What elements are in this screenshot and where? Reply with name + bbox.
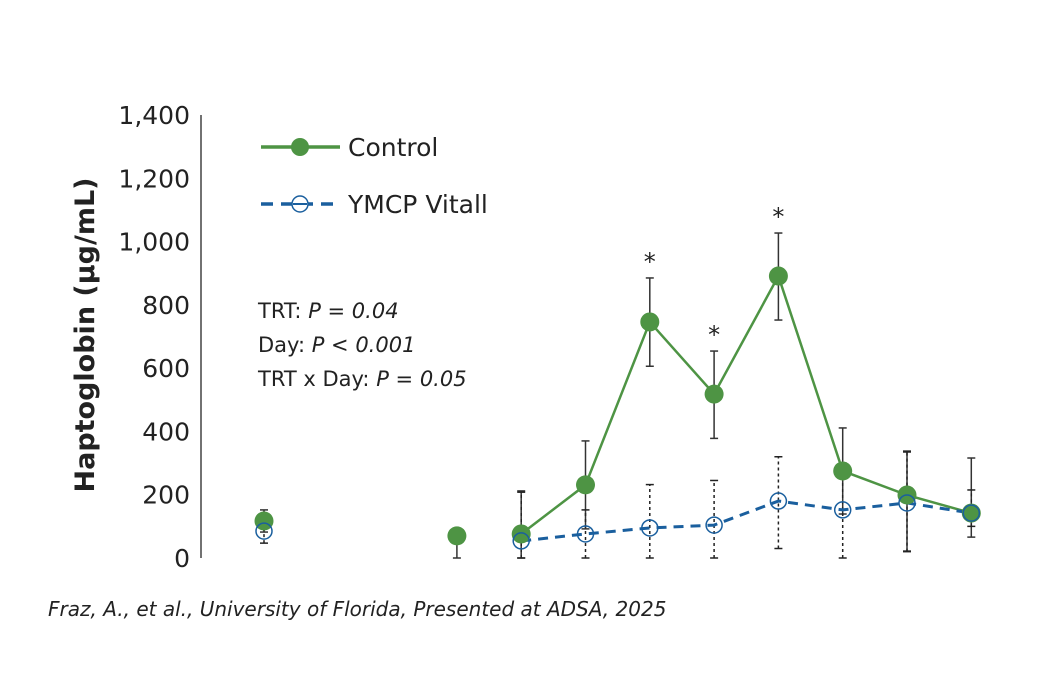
legend-control-marker — [291, 138, 309, 156]
stat-value: P = 0.04 — [308, 299, 398, 323]
significance-marker: * — [644, 248, 656, 276]
significance-marker: * — [708, 321, 720, 349]
source-citation: Fraz, A., et al., University of Florida,… — [48, 597, 666, 621]
ymcp-data-point — [641, 519, 659, 537]
ymcp-data-point — [833, 501, 852, 519]
y-tick-label: 0 — [174, 544, 190, 573]
stat-label: TRT x Day: — [257, 367, 370, 391]
ymcp-data-point — [255, 522, 273, 540]
control-data-point — [640, 312, 660, 332]
stat-value: P = 0.05 — [376, 367, 466, 391]
y-axis-label: Haptoglobin (µg/mL) — [70, 177, 101, 492]
control-data-point — [511, 524, 531, 544]
ymcp-data-point — [962, 504, 981, 522]
y-tick-label: 400 — [142, 417, 190, 446]
ymcp-data-point — [769, 492, 788, 510]
ymcp-data-point — [512, 532, 530, 550]
control-data-point — [768, 266, 788, 286]
svg-text:TRT: P = 0.04: TRT: P = 0.04 — [257, 299, 399, 323]
control-series-line — [520, 272, 972, 535]
stat-label: TRT: — [257, 299, 302, 323]
y-tick-label: 1,000 — [118, 228, 190, 257]
y-tick-label: 1,400 — [118, 101, 190, 130]
y-tick-label: 200 — [142, 481, 190, 510]
significance-marker: * — [772, 203, 784, 231]
stats-annotation: TRT: P = 0.04 Day: P < 0.001 TRT x Day: … — [257, 299, 467, 391]
ymcp-data-point — [705, 516, 723, 534]
control-data-point — [704, 384, 724, 404]
svg-text:Day: P < 0.001: Day: P < 0.001 — [258, 333, 415, 357]
legend: Control YMCP Vitall — [261, 133, 488, 219]
ymcp-data-point — [898, 494, 916, 512]
legend-ymcp-label: YMCP Vitall — [347, 190, 488, 219]
ymcp-data-point — [576, 525, 595, 543]
ymcp-series-line — [521, 499, 972, 543]
svg-text:TRT x Day: P = 0.05: TRT x Day: P = 0.05 — [257, 367, 467, 391]
control-data-point — [576, 475, 595, 495]
y-tick-label: 1,200 — [118, 164, 190, 193]
stat-value: P < 0.001 — [312, 333, 416, 357]
legend-control-label: Control — [348, 133, 438, 162]
y-tick-label: 800 — [142, 291, 190, 320]
control-data-point — [833, 461, 853, 481]
control-data-point — [447, 526, 467, 546]
control-data-point — [254, 511, 274, 531]
control-data-point — [961, 503, 981, 523]
y-tick-label: 600 — [142, 354, 190, 383]
stat-label: Day: — [258, 333, 305, 357]
